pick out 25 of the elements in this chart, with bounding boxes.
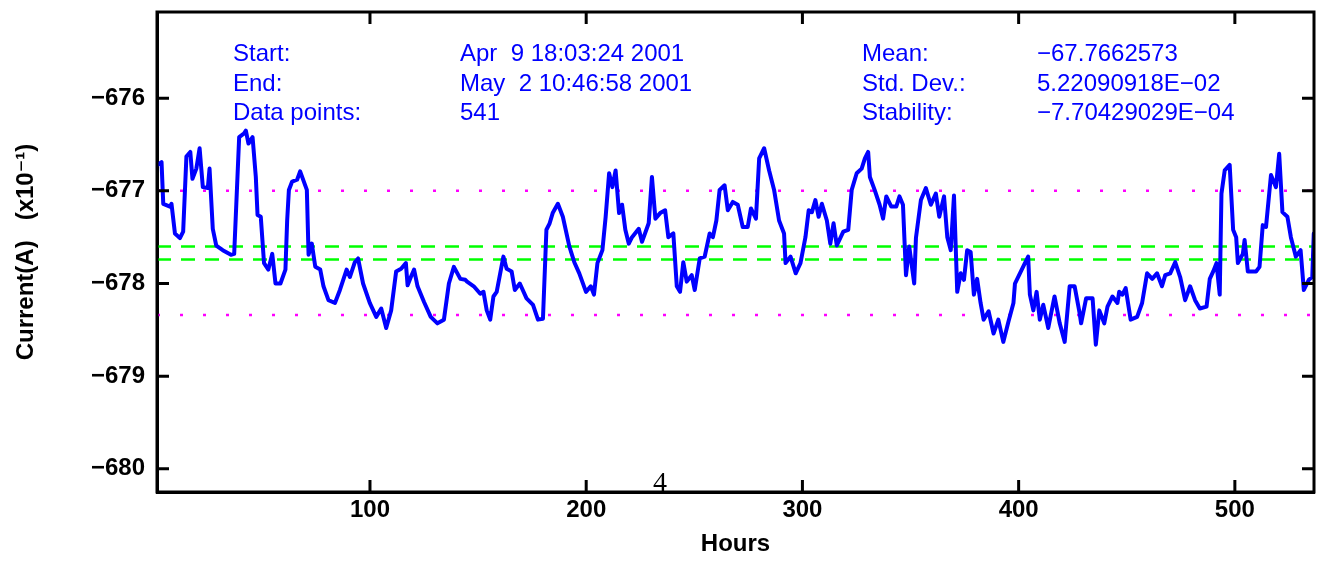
- annotation: 5.22090918E−02: [1037, 68, 1221, 96]
- y-tick-label: −680: [90, 453, 145, 481]
- x-tick-label: 500: [1214, 495, 1255, 523]
- annotation: Stability:: [862, 97, 953, 125]
- annotation: 541: [460, 97, 501, 125]
- x-tick-label: 100: [349, 495, 390, 523]
- annotation: Mean:: [862, 38, 929, 66]
- annotation: Std. Dev.:: [862, 68, 966, 96]
- annotation: Data points:: [233, 97, 362, 125]
- x-tick-label: 200: [566, 495, 607, 523]
- annotation: Start:: [233, 38, 291, 66]
- annotation: −7.70429029E−04: [1037, 97, 1235, 125]
- y-axis-title: Current(A) (x10⁻¹): [11, 143, 39, 361]
- annotation: −67.7662573: [1037, 38, 1178, 66]
- annotation: End:: [233, 68, 283, 96]
- annotation: 4: [653, 466, 667, 498]
- y-tick-label: −676: [90, 82, 145, 110]
- x-tick-label: 400: [998, 495, 1039, 523]
- x-axis-title: Hours: [700, 529, 771, 557]
- annotation: May 2 10:46:58 2001: [460, 68, 693, 96]
- y-tick-label: −677: [90, 175, 145, 203]
- x-tick-label: 300: [782, 495, 823, 523]
- annotation: Apr 9 18:03:24 2001: [460, 38, 685, 66]
- y-tick-label: −679: [90, 360, 145, 388]
- y-tick-label: −678: [90, 268, 145, 296]
